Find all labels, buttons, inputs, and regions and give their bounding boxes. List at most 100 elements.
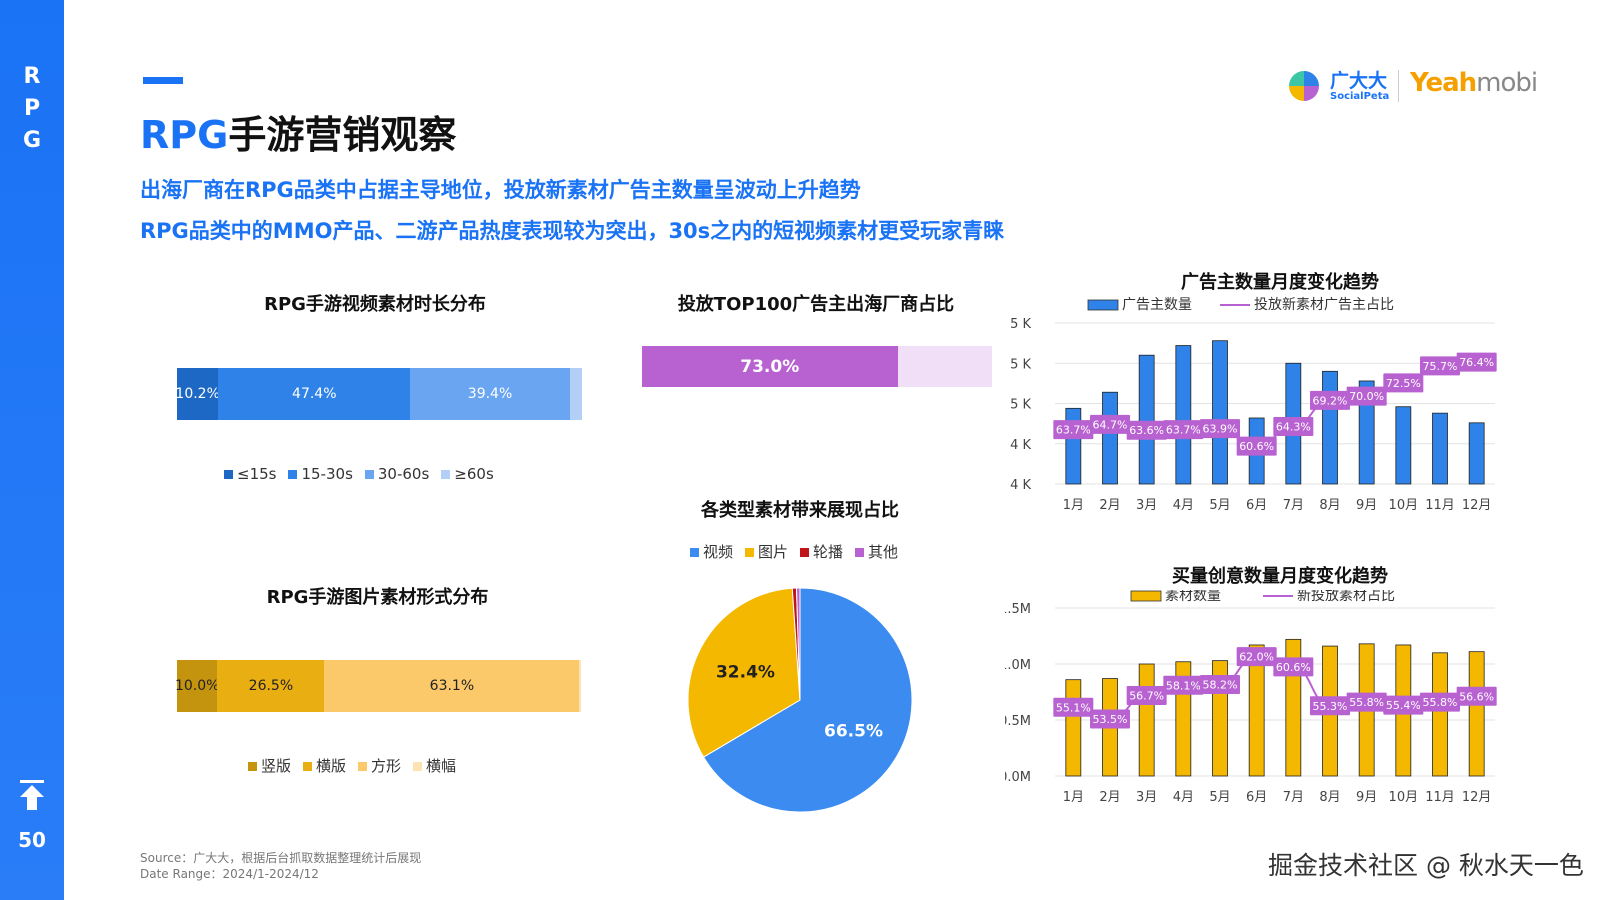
video-duration-legend-item: ≤15s	[224, 465, 276, 483]
advertiser-trend-bar	[1395, 406, 1412, 485]
creative-trend-x-tick-label: 8月	[1319, 790, 1340, 805]
image-format-legend-label: 横幅	[426, 757, 457, 775]
image-format-segment: 10.0%	[174, 660, 220, 712]
creative-trend-line-data-label-box	[1420, 692, 1460, 712]
video-duration-segment-label: 47.4%	[292, 386, 337, 402]
source-note: Source：广大大，根据后台抓取数据整理统计后展现	[140, 851, 422, 865]
creative-trend-line-data-label-box	[1346, 692, 1387, 712]
creative-trend-x-tick-label: 1月	[1063, 790, 1084, 805]
advertiser-trend-legend-line-label: 投放新素材广告主占比	[1254, 297, 1394, 313]
advertiser-trend-x-tick-label: 7月	[1283, 498, 1304, 513]
advertiser-trend-line-data-label-box	[1090, 414, 1130, 434]
advertiser-trend-line-data-label: 63.7%	[1163, 420, 1204, 440]
advertiser-trend-x-tick-label: 10月	[1389, 498, 1419, 513]
creative-trend-x-tick-label: 3月	[1136, 790, 1157, 805]
advertiser-trend-y-tick-label: 5 K	[1010, 398, 1031, 413]
advertiser-trend-line-data-label-box	[1383, 373, 1424, 393]
creative-trend-line-data-label: 62.0%	[1236, 647, 1277, 667]
video-duration-legend-swatch	[288, 470, 298, 479]
advertiser-trend-line-data-label-text: 64.3%	[1276, 420, 1311, 433]
back-to-top-icon[interactable]	[20, 780, 44, 810]
material-impressions-legend-swatch	[855, 548, 865, 557]
top100-segment	[897, 346, 992, 387]
creative-trend-y-tick-label: 1.5M	[1005, 602, 1031, 617]
creative-trend-line-data-label-text: 60.6%	[1276, 661, 1311, 674]
creative-trend-line-data-label: 55.8%	[1420, 692, 1460, 712]
advertiser-trend-line-data-label-box	[1163, 420, 1204, 440]
video-duration-legend-label: ≤15s	[237, 465, 277, 483]
advertiser-trend-bar	[1322, 370, 1338, 485]
creative-trend-legend-line-label: 新投放素材占比	[1297, 590, 1395, 604]
creative-trend-line-data-label-box	[1200, 675, 1240, 695]
video-duration-legend-item: ≥60s	[429, 465, 494, 483]
advertiser-trend-line-data-label-box	[1273, 416, 1314, 436]
advertiser-trend-line-data-label: 60.6%	[1236, 436, 1277, 456]
yeahmobi-logo: Yeahmobi	[1410, 68, 1538, 98]
yeahmobi-logo-a: Yeah	[1410, 68, 1477, 98]
sidebar-letter: G	[22, 128, 42, 153]
logo-divider	[1398, 70, 1399, 102]
advertiser-trend-line-data-label-text: 76.4%	[1459, 356, 1494, 369]
creative-trend-x-tick-label: 10月	[1389, 790, 1419, 805]
creative-trend-line-data-label-box	[1383, 695, 1424, 715]
top100-segment-label: 73.0%	[740, 356, 800, 377]
creative-trend-line-data-label: 56.6%	[1456, 686, 1497, 706]
image-format-segment	[579, 660, 581, 712]
creative-trend-line-data-label: 55.8%	[1346, 692, 1387, 712]
title-rest: 手游营销观察	[228, 113, 457, 157]
material-impressions-legend-label: 图片	[758, 543, 789, 561]
advertiser-trend-legend-bar-label: 广告主数量	[1122, 297, 1192, 313]
creative-trend-line-data-label-box	[1053, 697, 1094, 717]
advertiser-trend-line-data-label-text: 69.2%	[1313, 394, 1348, 407]
creative-trend-x-tick-label: 2月	[1099, 790, 1120, 805]
socialpeta-logo-text: 广大大	[1330, 70, 1388, 92]
creative-trend-legend-bar-swatch	[1130, 590, 1162, 602]
advertiser-trend-line-data-label-text: 63.7%	[1166, 424, 1201, 437]
title-accent-bar	[143, 77, 183, 84]
creative-trend-bar	[1248, 644, 1265, 777]
pie-slice	[687, 587, 801, 758]
advertiser-trend-line-data-label: 72.5%	[1383, 373, 1424, 393]
creative-trend-legend-bar-label: 素材数量	[1165, 590, 1221, 604]
image-format-legend-swatch	[413, 762, 423, 771]
advertiser-trend-x-tick-label: 2月	[1099, 498, 1120, 513]
pie-slice-label: 32.4%	[716, 662, 775, 682]
image-format-legend-item: 竖版	[248, 757, 291, 775]
image-format-legend-label: 竖版	[261, 757, 292, 775]
advertiser-trend-line-data-label: 64.7%	[1090, 414, 1130, 434]
creative-trend-line-data-label-box	[1126, 686, 1167, 706]
advertiser-trend-line-data-label: 70.0%	[1346, 386, 1387, 406]
creative-trend-line-data-label-text: 55.1%	[1056, 701, 1091, 714]
material-impressions-legend-item: 其他	[843, 543, 898, 561]
image-format-legend: 竖版 横版 方形 横幅	[248, 755, 456, 776]
video-duration-segment: 39.4%	[410, 368, 570, 420]
image-format-segment: 63.1%	[324, 660, 580, 712]
material-impressions-pie: 66.5% 32.4%	[687, 587, 913, 813]
advertiser-trend-y-tick-label: 5 K	[1010, 357, 1031, 372]
advertiser-trend-line-data-label-box	[1346, 386, 1387, 406]
creative-trend-line-data-label-text: 58.2%	[1203, 679, 1238, 692]
advertiser-trend-line-data-label-box	[1456, 352, 1497, 372]
video-duration-segment: 47.4%	[218, 368, 411, 420]
creative-trend-line-data-label-box	[1310, 696, 1350, 716]
advertiser-trend-line-data-label-text: 63.7%	[1056, 424, 1091, 437]
creative-trend-line-data-label-text: 62.0%	[1239, 651, 1274, 664]
video-duration-bar: 10.2% 47.4% 39.4%	[175, 368, 582, 420]
advertiser-trend-line-data-label: 63.9%	[1200, 419, 1240, 439]
image-format-title: RPG手游图片素材形式分布	[266, 587, 489, 608]
creative-trend-y-tick-label: 1.0M	[1005, 658, 1031, 673]
material-impressions-legend-swatch	[800, 548, 810, 557]
advertiser-trend-x-tick-label: 5月	[1209, 498, 1230, 513]
advertiser-trend-x-tick-label: 9月	[1356, 498, 1377, 513]
advertiser-trend-line-data-label-text: 60.6%	[1239, 440, 1274, 453]
advertiser-trend-x-tick-label: 4月	[1173, 498, 1194, 513]
pie-slice	[795, 587, 801, 701]
creative-trend-line-data-label: 60.6%	[1273, 657, 1314, 677]
sidebar-letter: R	[23, 64, 41, 89]
creative-trend-x-tick-label: 7月	[1283, 790, 1304, 805]
advertiser-trend-chart: 广告主数量 投放新素材广告主占比 4 K 4 K 5 K 5 K 5 K 1月 2月 3月 4月 5月…	[1010, 297, 1497, 513]
creative-trend-line-data-label-text: 55.8%	[1423, 696, 1458, 709]
image-format-segment-label: 10.0%	[174, 678, 220, 694]
sidebar: R P G 50	[0, 0, 64, 900]
advertiser-trend-x-tick-label: 6月	[1246, 498, 1267, 513]
